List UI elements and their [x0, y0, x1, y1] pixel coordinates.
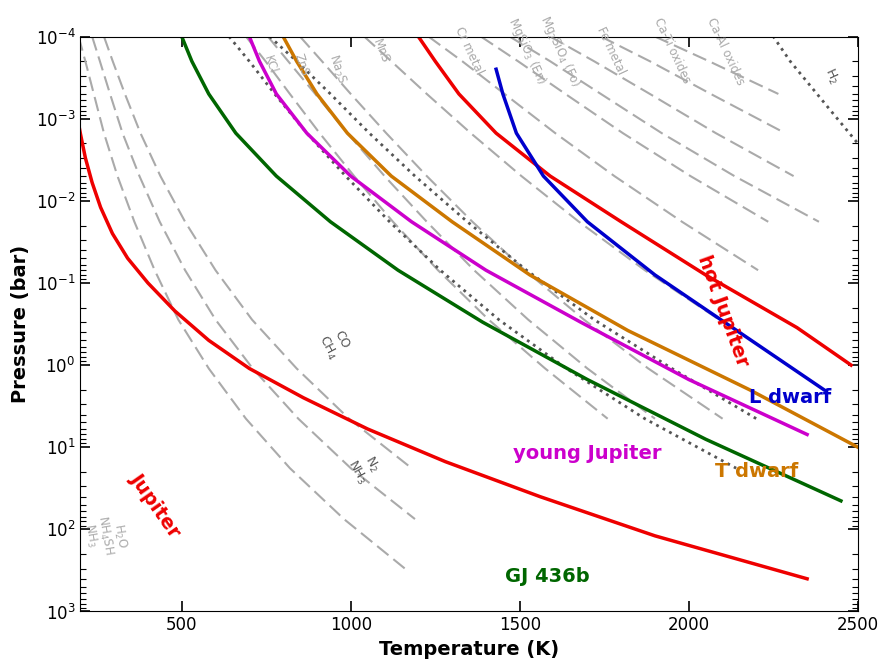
Text: Ca-Al oxides: Ca-Al oxides [705, 15, 748, 86]
Text: CO
CH$_4$: CO CH$_4$ [314, 326, 353, 362]
Text: Fe metal: Fe metal [595, 25, 627, 77]
Y-axis label: Pressure (bar): Pressure (bar) [11, 245, 30, 403]
Text: L dwarf: L dwarf [749, 388, 831, 407]
Text: hot Jupiter: hot Jupiter [693, 253, 751, 369]
Text: Cr metal: Cr metal [452, 25, 486, 77]
Text: NH$_4$SH: NH$_4$SH [93, 515, 116, 557]
Text: young Jupiter: young Jupiter [514, 444, 661, 463]
Text: Mg$_2$SiO$_4$ (Fo): Mg$_2$SiO$_4$ (Fo) [537, 13, 584, 89]
Text: ZnS: ZnS [292, 52, 312, 78]
X-axis label: Temperature (K): Temperature (K) [379, 640, 559, 659]
Text: KCl: KCl [261, 54, 279, 76]
Text: Jupiter: Jupiter [125, 469, 183, 540]
Text: H$_2$: H$_2$ [821, 65, 841, 86]
Text: N$_2$
NH$_3$: N$_2$ NH$_3$ [344, 449, 384, 487]
Text: Ca-Ti oxides: Ca-Ti oxides [651, 16, 692, 86]
Text: Na$_2$S: Na$_2$S [326, 52, 349, 86]
Text: MnS: MnS [370, 37, 392, 65]
Text: GJ 436b: GJ 436b [505, 567, 589, 586]
Text: H$_2$O: H$_2$O [109, 522, 129, 549]
Text: MgSiO$_3$ (En): MgSiO$_3$ (En) [504, 15, 549, 87]
Text: T dwarf: T dwarf [715, 462, 798, 482]
Text: NH$_3$: NH$_3$ [81, 523, 100, 549]
